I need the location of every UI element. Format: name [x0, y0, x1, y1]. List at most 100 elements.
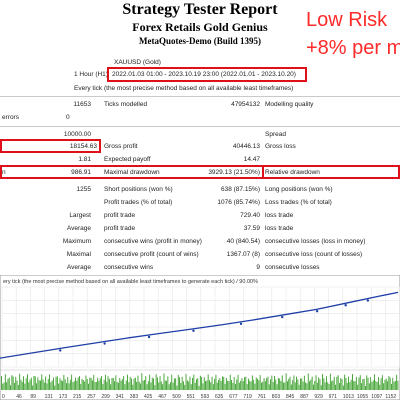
trade-marker — [366, 299, 370, 302]
volume-bar — [168, 384, 170, 390]
period-prefix: 1 Hour (H1) — [74, 71, 108, 78]
long-positions-label: Long positions (won %) — [265, 186, 333, 193]
volume-bar — [266, 377, 268, 390]
volume-bar — [180, 382, 182, 390]
modelling-quality-value: 47954132 — [231, 101, 260, 108]
volume-bar — [329, 373, 331, 390]
volume-bar — [300, 378, 301, 390]
volume-bar — [279, 378, 281, 390]
volume-bar — [387, 381, 388, 390]
volume-bar — [120, 380, 122, 390]
volume-bar — [56, 376, 58, 390]
volume-bar — [193, 374, 195, 390]
volume-bar — [144, 379, 145, 390]
x-tick-label: 173 — [59, 394, 68, 400]
volume-bar — [203, 377, 205, 390]
x-tick-label: 845 — [286, 394, 295, 400]
volume-bar — [159, 376, 161, 390]
volume-bar — [366, 375, 368, 390]
volume-bar — [155, 374, 157, 390]
volume-bar — [190, 384, 192, 390]
volume-bar — [181, 376, 183, 390]
volume-bar — [355, 376, 357, 390]
volume-bar — [189, 376, 191, 390]
volume-bar — [196, 379, 197, 390]
volume-bar — [380, 378, 382, 390]
volume-bar — [141, 373, 143, 390]
volume-bar — [198, 385, 200, 390]
volume-bar — [197, 378, 199, 390]
spread-label: Spread — [265, 131, 286, 138]
volume-bar — [350, 379, 352, 390]
volume-bar — [58, 383, 60, 390]
volume-bar — [224, 383, 226, 390]
volume-bar — [378, 377, 379, 390]
volume-bar — [306, 383, 308, 390]
volume-bar — [206, 380, 208, 390]
x-tick-label: 467 — [158, 394, 167, 400]
volume-bar — [138, 381, 140, 390]
volume-bar — [296, 376, 297, 390]
volume-bar — [257, 378, 258, 390]
divider-2 — [0, 126, 400, 127]
period-highlight-box — [107, 67, 307, 82]
volume-bar — [118, 382, 119, 390]
largest-profit-value: 729.40 — [240, 212, 260, 219]
modelling-quality-label: Modelling quality — [265, 101, 314, 108]
volume-bar — [223, 376, 225, 390]
volume-bar — [146, 384, 148, 390]
trade-marker — [147, 335, 151, 339]
volume-bar — [101, 376, 102, 390]
volume-bar — [346, 382, 348, 390]
volume-bar — [280, 380, 282, 390]
volume-bar — [238, 382, 240, 390]
volume-bar — [2, 383, 4, 390]
volume-bar — [367, 377, 369, 390]
short-positions-label: Short positions (won %) — [104, 186, 173, 193]
volume-bar — [127, 374, 128, 390]
volume-bar — [342, 385, 344, 390]
volume-bar — [72, 382, 74, 390]
volume-bar — [151, 377, 153, 390]
volume-bar — [172, 382, 174, 390]
volume-bar — [116, 381, 118, 390]
profit-factor-value: 1.81 — [78, 156, 91, 163]
volume-bar — [212, 384, 214, 390]
maximal-label: Maximal — [66, 251, 91, 258]
volume-bar — [254, 383, 256, 390]
volume-bar — [142, 380, 144, 390]
volume-bar — [341, 378, 343, 390]
x-tick-label: 1097 — [371, 394, 382, 400]
largest-label: Largest — [69, 212, 91, 219]
volume-bar — [272, 382, 274, 390]
volume-bar — [153, 378, 154, 390]
volume-bar — [177, 374, 179, 390]
volume-bar — [255, 377, 257, 390]
volume-bar — [164, 380, 166, 390]
volume-bar — [157, 377, 158, 390]
volume-bar — [107, 376, 109, 390]
volume-bar — [140, 383, 141, 390]
ticks-modelled-value: 11653 — [73, 101, 91, 108]
volume-bar — [303, 375, 305, 390]
volume-bar — [185, 373, 187, 390]
volume-bar — [24, 383, 26, 390]
volume-bar — [110, 384, 112, 390]
volume-bar — [316, 382, 318, 390]
volume-bar — [277, 377, 279, 390]
divider-1 — [0, 96, 400, 97]
volume-bar — [129, 376, 131, 390]
volume-bar — [281, 375, 283, 390]
volume-bar — [97, 377, 99, 390]
volume-bar — [202, 383, 204, 390]
volume-bar — [38, 380, 40, 390]
volume-bar — [8, 377, 10, 390]
volume-bar — [349, 382, 351, 390]
x-tick-label: 1013 — [343, 394, 354, 400]
volume-bar — [241, 378, 243, 390]
volume-bar — [209, 380, 210, 390]
x-tick-label: 761 — [258, 394, 267, 400]
maximal-drawdown-label: Maximal drawdown — [104, 169, 160, 176]
volume-bar — [348, 376, 349, 390]
max-consec-losses-label: consecutive losses (loss in money) — [265, 238, 366, 245]
